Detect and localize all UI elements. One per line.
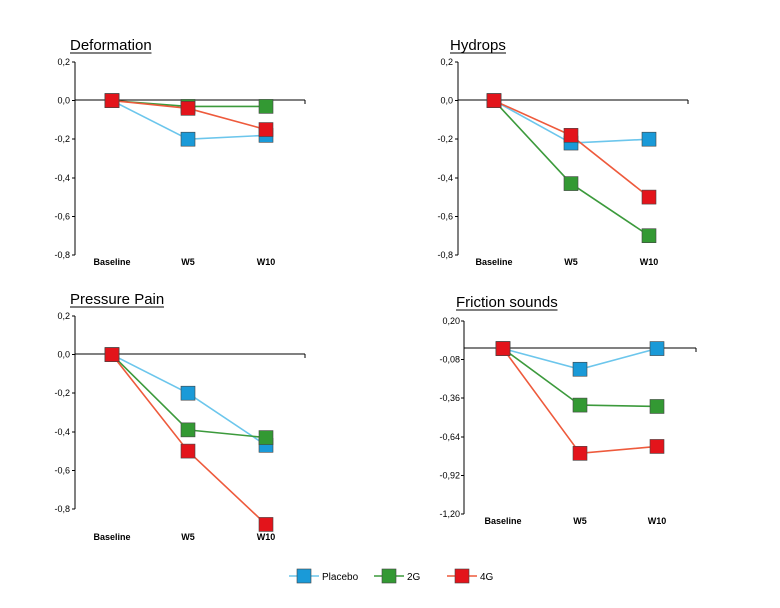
x-tick-label-w10: W10 [257,532,276,542]
point-2g-w10 [641,228,657,243]
legend: Placebo 2G 4G [289,568,494,584]
y-tick-label: -0,8 [437,250,453,260]
x-tick-label-w10: W10 [257,257,276,267]
y-tick-label: 0,2 [57,57,70,67]
point-4g-baseline [486,93,502,108]
x-tick-label-baseline: Baseline [475,257,512,267]
point-4g-baseline [104,93,120,108]
y-tick-label: -0,2 [54,388,70,398]
x-tick-label-baseline: Baseline [93,532,130,542]
point-2g-w10 [258,430,274,445]
point-4g-baseline [495,341,511,356]
point-2g-w5 [572,397,588,413]
y-tick-label: -0,8 [54,504,70,514]
chart-title: Friction sounds [456,294,558,311]
y-tick-label: -0,4 [437,173,453,183]
y-tick-label: -0,6 [437,211,453,221]
series-line-4g [111,354,267,526]
y-tick-label: -1,20 [439,509,460,519]
y-tick-label: -0,36 [439,393,460,403]
y-tick-label: -0,4 [54,427,70,437]
point-4g-w5 [180,101,196,116]
y-tick-label: -0,8 [54,250,70,260]
x-tick-label-w10: W10 [640,257,659,267]
legend-marker [296,568,312,584]
point-placebo-w5 [180,385,196,401]
point-4g-w10 [641,189,657,205]
point-placebo-w5 [572,361,588,377]
point-2g-w5 [563,176,579,191]
y-tick-label: -0,92 [439,470,460,480]
y-tick-label: -0,4 [54,173,70,183]
x-tick-label-w5: W5 [181,257,195,267]
x-tick-label-baseline: Baseline [93,257,130,267]
point-placebo-w5 [180,131,196,147]
point-4g-w10 [649,439,665,454]
x-tick-label-w10: W10 [648,516,667,526]
series-line-2g [493,100,650,237]
y-tick-label: -0,6 [54,465,70,475]
series-line-2g [502,347,658,408]
legend-label: 2G [407,572,421,583]
chart-panel-hydrops: Hydrops 0,2 0,0 -0,2 -0,4 -0,6 -0,8 Baseline W5 W… [437,37,689,267]
point-4g-w5 [572,446,588,461]
chart-title: Hydrops [450,37,506,54]
point-placebo-w10 [641,131,657,147]
point-2g-w10 [649,399,665,414]
y-tick-label: 0,2 [57,311,70,321]
y-tick-label: -0,64 [439,432,460,442]
point-4g-baseline [104,347,120,362]
y-tick-label: 0,0 [57,350,70,360]
y-tick-label: 0,20 [442,316,460,326]
y-tick-label: 0,2 [440,57,453,67]
point-4g-w5 [563,128,579,143]
y-tick-label: 0,0 [57,96,70,106]
legend-item-4g: 4G [447,568,494,584]
y-tick-label: -0,2 [54,134,70,144]
point-2g-w5 [180,422,196,438]
y-tick-label: -0,6 [54,211,70,221]
x-tick-label-baseline: Baseline [484,516,521,526]
legend-label: 4G [480,572,494,583]
legend-marker [454,568,470,584]
point-4g-w5 [180,443,196,459]
legend-label: Placebo [322,572,359,583]
y-tick-label: -0,2 [437,134,453,144]
point-placebo-w10 [649,341,665,356]
chart-panel-friction-sounds: Friction sounds 0,20 -0,08 -0,36 -0,64 -0,92 -… [439,294,697,526]
x-tick-label-w5: W5 [181,532,195,542]
point-4g-w10 [258,517,274,532]
legend-marker [381,568,397,584]
x-tick-label-w5: W5 [573,516,587,526]
legend-item-placebo: Placebo [289,568,359,584]
x-tick-label-w5: W5 [564,257,578,267]
y-tick-label: -0,08 [439,355,460,365]
legend-item-2g: 2G [374,568,421,584]
chart-title: Pressure Pain [70,291,164,308]
point-4g-w10 [258,122,274,137]
y-tick-label: 0,0 [440,96,453,106]
point-2g-w10 [258,99,274,114]
chart-title: Deformation [70,37,152,54]
